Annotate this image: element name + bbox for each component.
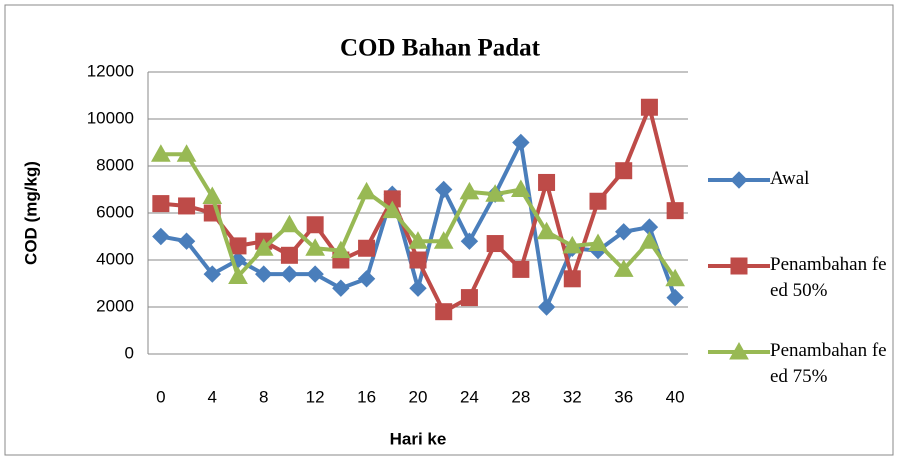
y-axis-label: COD (mg/kg) <box>21 161 40 265</box>
data-point <box>357 270 376 288</box>
x-axis-label: Hari ke <box>390 429 447 448</box>
data-point <box>409 279 427 297</box>
data-point <box>536 221 557 240</box>
x-tick-label: 28 <box>511 387 530 406</box>
data-point <box>460 232 479 250</box>
chart-title: COD Bahan Padat <box>340 35 541 62</box>
y-tick-label: 6000 <box>96 202 134 221</box>
data-point <box>229 237 247 255</box>
data-point <box>537 298 556 316</box>
y-tick-label: 8000 <box>96 155 134 174</box>
x-tick-label: 20 <box>409 387 428 406</box>
y-tick-label: 4000 <box>96 249 134 268</box>
data-point <box>512 260 530 278</box>
data-point <box>435 180 453 199</box>
data-point <box>280 246 298 264</box>
data-point <box>228 266 248 284</box>
data-point <box>511 179 531 197</box>
legend-item: Penambahan feed 75% <box>708 332 888 418</box>
data-point <box>459 181 480 200</box>
data-point <box>562 235 583 254</box>
data-point <box>666 288 684 307</box>
y-tick-label: 2000 <box>96 296 134 315</box>
data-point <box>178 197 196 215</box>
legend-item: Awal <box>708 160 888 246</box>
x-tick-label: 32 <box>563 387 582 406</box>
data-point <box>589 192 607 210</box>
data-point <box>615 223 633 241</box>
data-point <box>615 162 633 180</box>
data-point <box>356 181 377 200</box>
data-point <box>665 268 685 287</box>
data-point <box>176 144 197 162</box>
legend-item: Penambahan feed 50% <box>708 246 888 332</box>
legend-swatch <box>708 257 770 275</box>
data-point <box>177 232 196 250</box>
legend-label: Penambahan feed 75% <box>770 340 887 387</box>
data-point <box>486 235 504 253</box>
data-point <box>306 265 324 283</box>
data-point <box>485 184 505 202</box>
legend: Awal Penambahan feed 50% Penambahan feed 7… <box>708 160 888 418</box>
legend-swatch <box>708 341 770 360</box>
data-point <box>152 195 170 213</box>
x-tick-label: 40 <box>666 387 685 406</box>
x-tick-label: 36 <box>614 387 633 406</box>
y-tick-label: 10000 <box>87 108 134 127</box>
data-point <box>588 233 608 252</box>
data-point <box>203 265 221 283</box>
x-tick-label: 12 <box>306 387 325 406</box>
data-point <box>305 238 325 256</box>
x-tick-label: 16 <box>357 387 376 406</box>
legend-label: Penambahan feed 50% <box>770 254 887 301</box>
legend-marker <box>729 341 749 360</box>
legend-marker <box>730 171 748 189</box>
data-point <box>280 265 299 283</box>
y-tick-label: 0 <box>125 343 134 362</box>
data-point <box>255 265 273 283</box>
data-point <box>409 251 427 269</box>
data-point <box>563 270 581 288</box>
data-point <box>433 231 454 249</box>
x-tick-label: 8 <box>259 387 268 406</box>
y-tick-label: 12000 <box>87 61 134 80</box>
data-point <box>512 133 530 152</box>
data-point <box>253 238 274 256</box>
data-point <box>332 279 350 297</box>
data-point <box>358 239 376 257</box>
data-point <box>331 240 351 259</box>
data-point <box>640 98 658 116</box>
data-point <box>460 289 478 307</box>
data-point <box>435 303 453 321</box>
x-tick-label: 24 <box>460 387 479 406</box>
data-point <box>639 231 660 249</box>
x-tick-label: 0 <box>156 387 165 406</box>
data-point <box>151 144 171 162</box>
data-point <box>382 200 403 219</box>
legend-swatch <box>708 171 770 189</box>
data-point <box>666 202 684 220</box>
data-point <box>408 231 428 249</box>
data-point <box>613 259 634 277</box>
data-point <box>306 216 324 234</box>
data-point <box>152 227 170 246</box>
legend-label: Awal <box>770 168 810 189</box>
data-point <box>279 214 300 233</box>
legend-marker <box>730 257 748 275</box>
data-point <box>202 186 223 205</box>
data-point <box>538 173 556 191</box>
x-tick-label: 4 <box>208 387 217 406</box>
